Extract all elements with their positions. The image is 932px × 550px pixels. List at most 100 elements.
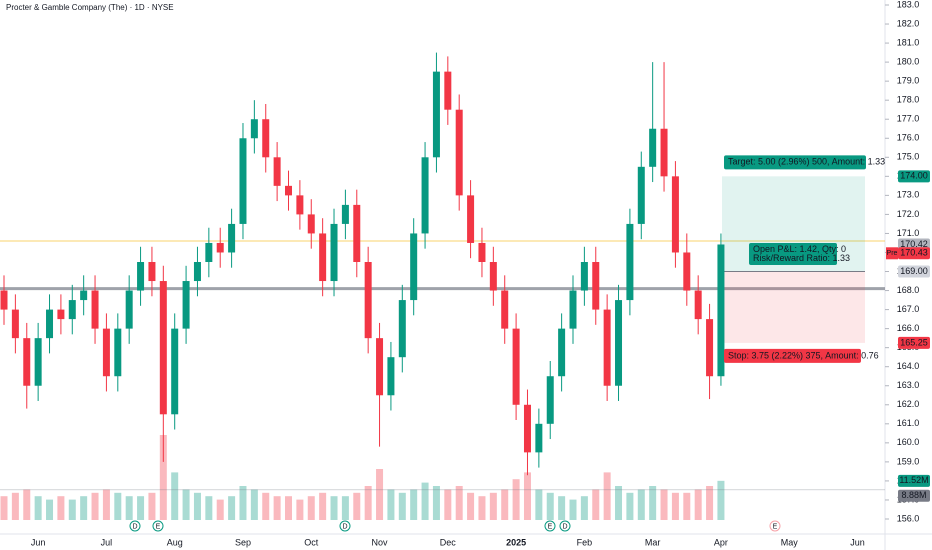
volume-bar <box>478 496 486 520</box>
volume-bar <box>285 496 292 520</box>
volume-bar <box>262 492 270 520</box>
volume-bar <box>193 492 201 520</box>
candle-body <box>398 300 406 358</box>
premarket-price-box <box>898 247 930 260</box>
candle-body <box>580 262 588 291</box>
y-tick-label: 156.0 <box>897 513 920 523</box>
volume-bar <box>660 489 668 520</box>
x-tick-label: Jul <box>101 537 113 547</box>
event-icon <box>339 520 351 532</box>
volume-bar <box>353 492 361 520</box>
candle-body <box>296 195 304 215</box>
candle-body <box>637 166 645 224</box>
volume-bar <box>319 492 327 520</box>
candle-body <box>239 138 247 224</box>
y-tick-label: 180.0 <box>897 56 920 66</box>
candle-body <box>46 309 54 339</box>
volume-bar <box>410 489 418 520</box>
candle-body <box>717 244 725 377</box>
volume-bar <box>57 496 65 520</box>
volume-bar <box>80 496 88 520</box>
candle-body <box>307 214 315 234</box>
volume-bar <box>341 496 349 520</box>
volume-bar <box>68 499 76 520</box>
stop-zone <box>722 271 865 343</box>
y-tick-label: 177.0 <box>897 114 920 124</box>
volume-bar <box>615 486 623 520</box>
x-tick-label: Jun <box>850 537 865 547</box>
premarket-name-box <box>886 247 898 260</box>
candle-body <box>182 281 190 329</box>
target-price: 174.00 <box>900 171 928 181</box>
candle-body <box>57 309 65 320</box>
y-tick-label: 179.0 <box>897 76 920 86</box>
y-tick-label: 176.0 <box>897 133 920 143</box>
candle-body <box>171 328 179 415</box>
candle-body <box>432 71 440 158</box>
pnl-box <box>749 243 837 265</box>
x-tick-label: Apr <box>714 537 728 547</box>
x-tick-label: Aug <box>167 537 183 547</box>
event-label: E <box>156 523 161 530</box>
y-tick-label: 175.0 <box>897 152 920 162</box>
last-price: 170.42 <box>900 239 928 249</box>
volume-bar <box>592 489 600 520</box>
candle-body <box>34 338 42 386</box>
y-tick-label: 182.0 <box>897 18 920 28</box>
candle-body <box>523 404 531 453</box>
volume-last-box <box>898 474 930 487</box>
y-tick-label: 162.0 <box>897 399 920 409</box>
candle-body <box>228 223 236 253</box>
candle-body <box>68 300 76 320</box>
y-tick-label: 172.0 <box>897 209 920 219</box>
y-tick-label: 160.0 <box>897 437 920 447</box>
volume-bar <box>250 489 258 520</box>
event-icon <box>559 520 571 532</box>
event-icon <box>769 520 781 532</box>
candle-body <box>706 319 714 377</box>
volume-bar <box>125 496 133 520</box>
event-icon <box>544 520 556 532</box>
volume-bar <box>580 496 588 520</box>
volume-bar <box>159 435 167 520</box>
x-tick-label: Feb <box>577 537 593 547</box>
volume-bar <box>364 486 372 520</box>
candle-body <box>216 242 224 253</box>
volume-ma-box <box>898 489 930 502</box>
volume-bar <box>444 489 452 520</box>
y-tick-label: 168.0 <box>897 285 920 295</box>
volume-bar <box>455 486 463 520</box>
candle-body <box>478 242 486 262</box>
volume-bar <box>398 492 406 520</box>
candle-body <box>626 223 634 301</box>
candle-body <box>364 262 372 339</box>
stop-text: Stop: 3.75 (2.22%) 375, Amount: 0.76 <box>728 350 879 360</box>
candle-body <box>114 328 122 377</box>
y-tick-label: 163.0 <box>897 380 920 390</box>
volume-bar <box>216 499 224 520</box>
candle-body <box>273 157 281 186</box>
stop-price: 165.25 <box>900 337 928 347</box>
candle-body <box>319 233 327 282</box>
premarket-price: 170.43 <box>900 248 928 258</box>
volume-bar <box>671 492 679 520</box>
x-tick-label: Mar <box>645 537 661 547</box>
volume-bar <box>683 492 691 520</box>
volume-last: 11.52M <box>899 475 928 485</box>
volume-bar <box>376 469 384 520</box>
candle-body <box>558 328 566 377</box>
event-label: D <box>342 523 347 530</box>
volume-bar <box>11 492 19 520</box>
stop-price-box <box>898 336 930 349</box>
candle-body <box>376 338 384 396</box>
candle-body <box>137 262 145 291</box>
volume-bar <box>102 489 110 520</box>
event-icon <box>152 520 164 532</box>
volume-bar <box>489 492 497 520</box>
volume-bar <box>182 489 190 520</box>
volume-bar <box>46 499 54 520</box>
volume-bar <box>137 496 145 520</box>
candle-body <box>341 204 349 224</box>
candle-body <box>387 357 395 396</box>
candle-body <box>535 423 543 453</box>
